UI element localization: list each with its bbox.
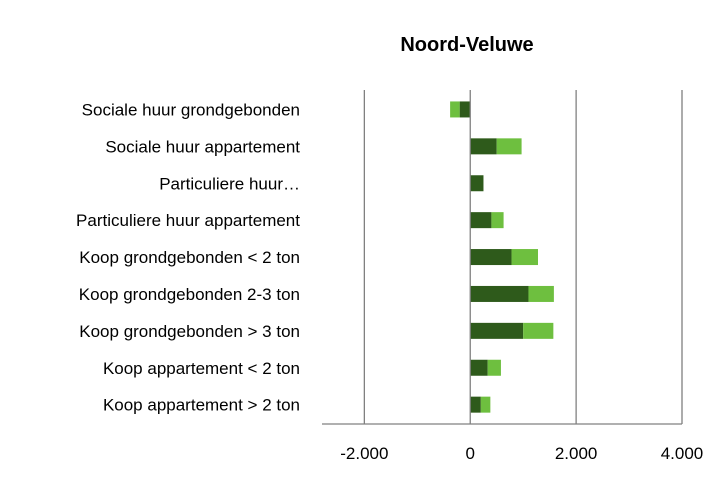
category-label: Koop grondgebonden < 2 ton bbox=[79, 248, 300, 267]
category-label: Koop appartement > 2 ton bbox=[103, 396, 300, 415]
x-tick-label: 2.000 bbox=[555, 444, 598, 463]
category-label: Koop grondgebonden 2-3 ton bbox=[79, 285, 300, 304]
category-label: Koop grondgebonden > 3 ton bbox=[79, 322, 300, 341]
x-tick-label: 4.000 bbox=[661, 444, 704, 463]
bar-series2 bbox=[528, 285, 554, 302]
category-label: Particuliere huur… bbox=[159, 174, 300, 193]
bar-series2 bbox=[496, 138, 522, 155]
bar-series1 bbox=[470, 396, 481, 413]
bar-series1 bbox=[470, 212, 492, 229]
category-label: Sociale huur appartement bbox=[105, 137, 300, 156]
bar-series1 bbox=[470, 285, 529, 302]
bar-series1 bbox=[459, 101, 471, 118]
bar-series2 bbox=[480, 396, 491, 413]
bar-series2 bbox=[450, 101, 460, 118]
category-label: Particuliere huur appartement bbox=[76, 211, 300, 230]
bar-series2 bbox=[491, 212, 504, 229]
bar-series2 bbox=[523, 322, 554, 339]
category-label: Koop appartement < 2 ton bbox=[103, 359, 300, 378]
bar-series1 bbox=[470, 359, 488, 376]
chart-title: Noord-Veluwe bbox=[400, 34, 533, 56]
bar-series1 bbox=[470, 322, 524, 339]
bar-series2 bbox=[511, 249, 538, 266]
x-tick-label: -2.000 bbox=[340, 444, 388, 463]
x-tick-label: 0 bbox=[466, 444, 475, 463]
bar-series1 bbox=[470, 138, 497, 155]
bar-series2 bbox=[487, 359, 501, 376]
category-label: Sociale huur grondgebonden bbox=[82, 100, 300, 119]
bar-series1 bbox=[470, 175, 484, 192]
bar-series1 bbox=[470, 249, 512, 266]
